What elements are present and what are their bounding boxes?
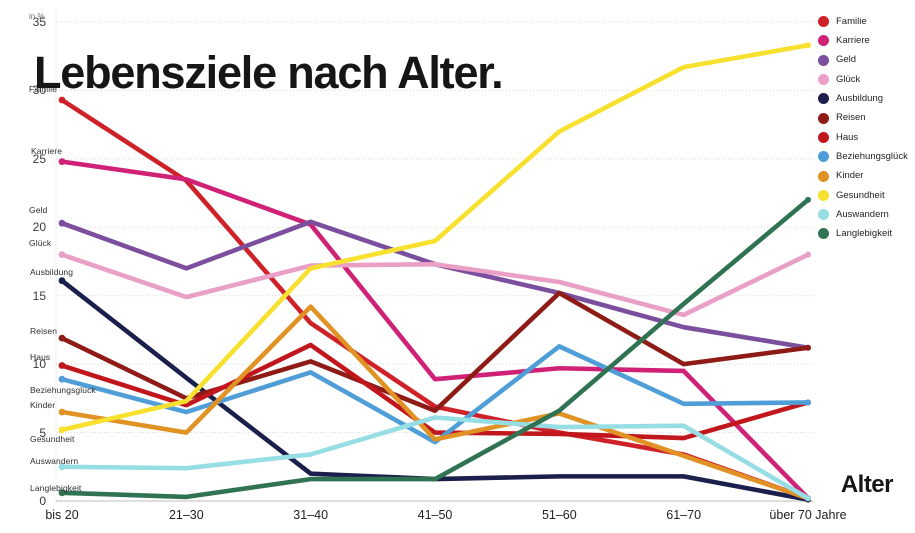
legend-item[interactable]: Gesundheit [818,186,908,205]
series-line-karriere [59,159,811,501]
y-axis-unit-label: in % [29,12,45,21]
series-line-beziehungsgl-ck [59,344,811,445]
series-line-kinder [59,304,811,501]
chart-legend: Familie Karriere Geld Glück Ausbildung Reisen… [818,12,908,244]
series-inline-label: Ausbildung [30,267,74,277]
x-tick-label: 21–30 [168,508,204,522]
series-inline-label: Karriere [31,146,63,156]
legend-item[interactable]: Ausbildung [818,89,908,108]
series-end-dot [805,42,811,49]
series-inline-label: Beziehungsglück [30,385,96,395]
legend-label: Haus [836,131,859,143]
x-tick-label: bis 20 [45,508,79,522]
legend-color-dot-icon [818,151,829,163]
legend-color-dot-icon [818,209,829,221]
series-start-dot [58,334,66,342]
series-inline-label: Auswandern [30,456,79,466]
series-end-dot [805,251,811,258]
legend-label: Karriere [836,35,870,47]
page-title: Lebensziele nach Alter. [34,47,504,99]
legend-label: Ausbildung [836,93,884,105]
y-tick-label: 25 [32,151,46,166]
series-line-langlebigkeit [59,197,811,500]
y-tick-label: 5 [39,425,46,440]
legend-item[interactable]: Kinder [818,166,908,185]
legend-label: Geld [836,54,857,66]
y-tick-label: 20 [32,220,46,235]
series-start-dot [58,426,66,434]
legend-label: Reisen [836,112,866,124]
legend-color-dot-icon [818,112,829,124]
series-start-dot [58,489,66,497]
series-start-dot [58,219,66,227]
legend-color-dot-icon [818,93,829,105]
series-end-dot [805,495,811,502]
series-end-dot [805,344,811,351]
series-end-dot [805,196,811,203]
legend-item[interactable]: Glück [818,70,908,89]
series-inline-label: Familie [29,84,58,94]
series-inline-label: Langlebigkeit [30,483,82,493]
x-tick-label: über 70 Jahre [769,508,847,522]
y-tick-label: 30 [32,83,46,98]
legend-label: Beziehungsglück [836,150,908,162]
series-inline-label: Haus [30,352,51,362]
legend-item[interactable]: Haus [818,128,908,147]
series-line-gl-ck [59,252,811,318]
series-inline-label: Kinder [30,400,56,410]
x-axis-title: Alter [840,471,894,498]
series-start-dot [58,277,66,285]
legend-color-dot-icon [818,131,829,143]
legend-item[interactable]: Reisen [818,108,908,127]
legend-color-dot-icon [818,170,829,182]
series-line-auswandern [59,415,811,501]
series-end-dot [805,399,811,406]
legend-item[interactable]: Beziehungsglück [818,147,908,166]
y-tick-label: 10 [32,357,46,372]
series-start-dot [58,408,66,416]
legend-item[interactable]: Geld [818,51,908,70]
legend-label: Familie [836,15,867,27]
legend-label: Auswandern [836,208,889,220]
series-start-dot [58,375,66,383]
y-tick-label: 0 [39,494,46,508]
series-start-dot [58,463,66,471]
series-line-gesundheit [59,42,811,433]
series-inline-label: Reisen [30,326,58,336]
series-line-haus [59,342,811,441]
legend-label: Kinder [836,170,864,182]
legend-color-dot-icon [818,189,829,201]
legend-color-dot-icon [818,54,829,66]
legend-color-dot-icon [818,228,829,240]
x-tick-label: 41–50 [417,508,453,522]
y-tick-label: 15 [32,288,46,303]
legend-label: Langlebigkeit [836,228,892,240]
legend-item[interactable]: Familie [818,12,908,31]
series-inline-label: Glück [29,238,52,248]
legend-item[interactable]: Langlebigkeit [818,224,908,243]
y-tick-label: 35 [32,15,46,29]
series-start-dot [58,362,66,369]
legend-label: Gesundheit [836,189,885,201]
legend-color-dot-icon [818,16,829,28]
legend-label: Glück [836,73,861,85]
x-tick-label: 61–70 [666,508,702,522]
legend-color-dot-icon [818,35,829,47]
legend-item[interactable]: Auswandern [818,205,908,224]
series-start-dot [58,96,66,104]
legend-color-dot-icon [818,74,829,86]
series-start-dot [58,158,66,165]
series-start-dot [58,251,66,259]
series-inline-label: Gesundheit [30,434,75,444]
x-tick-label: 31–40 [293,508,329,522]
legend-item[interactable]: Karriere [818,31,908,50]
series-inline-label: Geld [29,205,48,215]
x-tick-label: 51–60 [541,508,577,522]
